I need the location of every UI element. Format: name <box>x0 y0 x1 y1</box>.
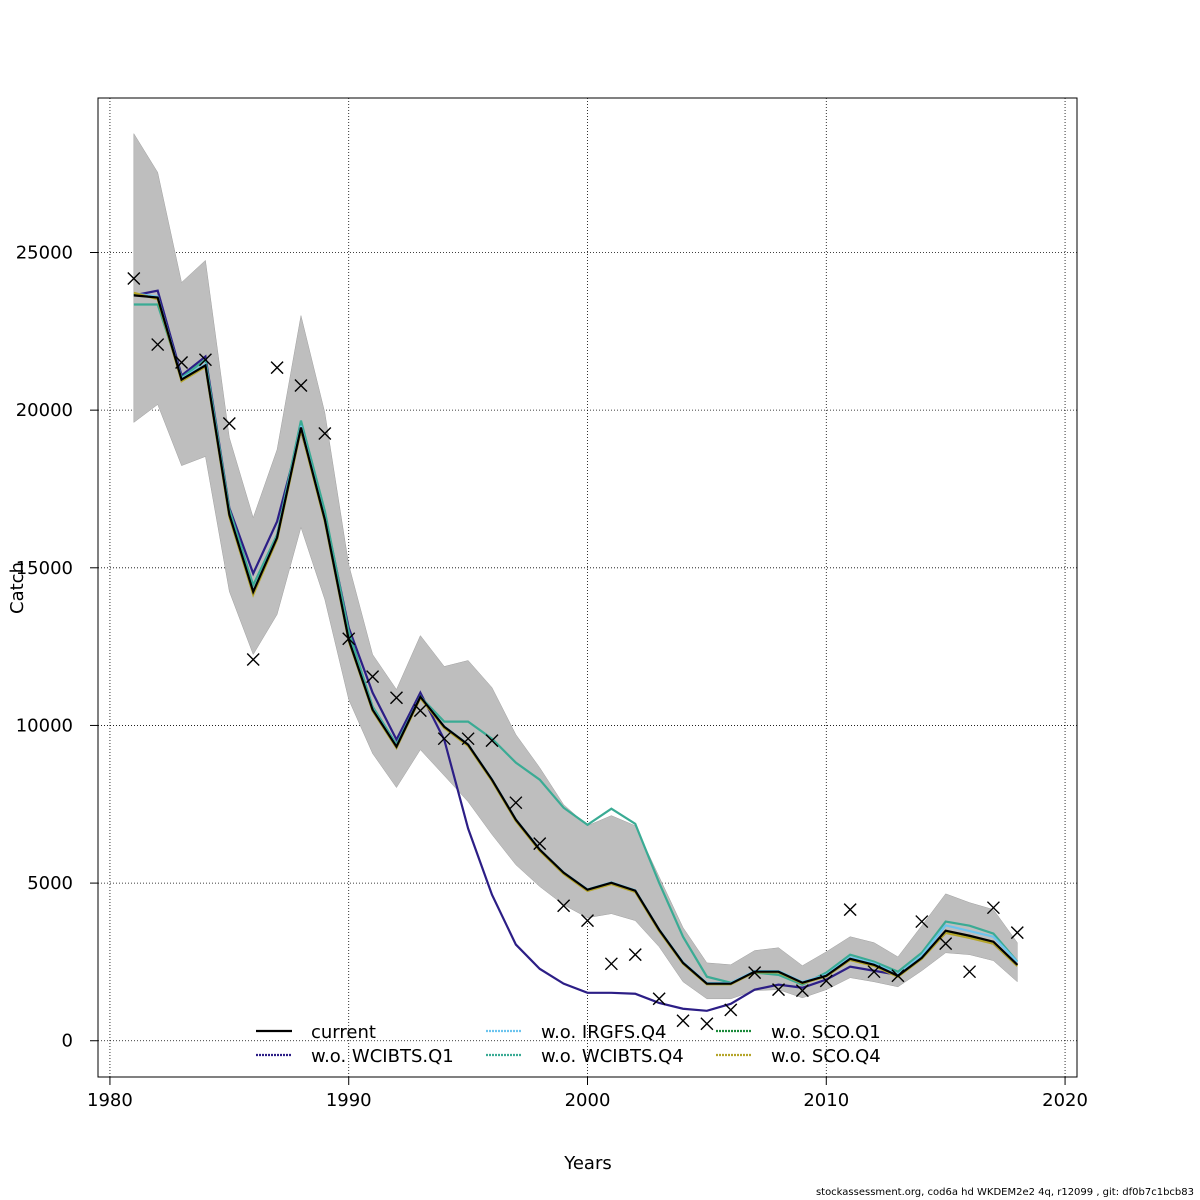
observation-marker <box>867 965 881 979</box>
observation-marker <box>748 966 762 980</box>
observation-marker <box>581 914 594 928</box>
observation-marker <box>557 899 571 913</box>
observation-marker <box>986 901 1000 915</box>
observation-markers <box>127 272 1024 1031</box>
x-tick-label: 2010 <box>803 1090 849 1111</box>
observation-marker <box>270 361 284 375</box>
observation-marker <box>676 1014 690 1028</box>
series-line-w-o-wcibts-q1 <box>133 289 1019 1012</box>
observation-marker <box>318 426 332 440</box>
x-tick-label: 1980 <box>87 1090 133 1111</box>
confidence-band <box>133 132 1018 1000</box>
observation-marker <box>915 915 929 929</box>
observation-marker <box>127 272 141 286</box>
series-lines <box>133 289 1019 1012</box>
observation-marker <box>246 653 260 667</box>
observation-marker <box>389 691 403 705</box>
observation-marker <box>724 1003 738 1017</box>
observation-marker <box>652 992 666 1006</box>
observation-marker <box>843 903 857 917</box>
observation-marker <box>485 734 499 748</box>
observation-marker <box>198 353 212 367</box>
observation-marker <box>939 937 953 951</box>
observation-marker <box>963 965 977 979</box>
y-axis-label: Catch <box>7 562 28 614</box>
observation-marker <box>509 796 523 810</box>
y-tick-label: 0 <box>62 1031 73 1052</box>
observation-marker <box>628 948 642 962</box>
y-tick-label: 5000 <box>27 873 73 894</box>
observation-marker <box>891 969 905 983</box>
observation-marker <box>795 984 809 998</box>
observation-marker <box>700 1017 714 1031</box>
x-tick-label: 2020 <box>1042 1090 1088 1111</box>
observation-marker <box>772 983 786 997</box>
observation-marker <box>175 356 189 370</box>
x-tick-label: 2000 <box>565 1090 611 1111</box>
observation-marker <box>222 417 236 431</box>
x-tick-label: 1990 <box>326 1090 372 1111</box>
legend-label: w.o. WCIBTS.Q4 <box>541 1046 684 1067</box>
series-line-current <box>133 294 1019 985</box>
legend-label: w.o. SCO.Q1 <box>771 1022 881 1043</box>
axes: 1980 1990 2000 2010 2020 0 5000 10000 15000 20000… <box>16 242 1088 1111</box>
legend: current w.o. WCIBTS.Q1 w.o. IRGFS.Q4 w.o. W… <box>256 1022 881 1067</box>
series-line-w-o-irgfs-q4 <box>133 292 1019 985</box>
observation-marker <box>342 632 356 646</box>
y-tick-label: 25000 <box>16 242 73 263</box>
confidence-band-area <box>133 132 1018 1000</box>
observation-marker <box>819 974 833 988</box>
y-tick-label: 15000 <box>16 558 73 579</box>
legend-label: w.o. IRGFS.Q4 <box>541 1022 667 1043</box>
observation-marker <box>461 732 475 746</box>
observation-marker <box>604 957 618 971</box>
x-axis-label: Years <box>563 1153 612 1174</box>
legend-label: w.o. WCIBTS.Q1 <box>311 1046 454 1067</box>
observation-marker <box>413 704 427 718</box>
observation-marker <box>533 837 547 851</box>
observation-marker <box>366 670 380 684</box>
footer-text: stockassessment.org, cod6a hd WKDEM2e2 4… <box>815 1187 1194 1198</box>
y-tick-label: 10000 <box>16 715 73 736</box>
legend-label: current <box>311 1022 376 1043</box>
legend-label: w.o. SCO.Q4 <box>771 1046 881 1067</box>
observation-marker <box>294 379 308 393</box>
y-tick-label: 20000 <box>16 400 73 421</box>
observation-marker <box>151 338 165 352</box>
observation-marker <box>1010 926 1024 940</box>
observation-marker <box>437 732 451 746</box>
